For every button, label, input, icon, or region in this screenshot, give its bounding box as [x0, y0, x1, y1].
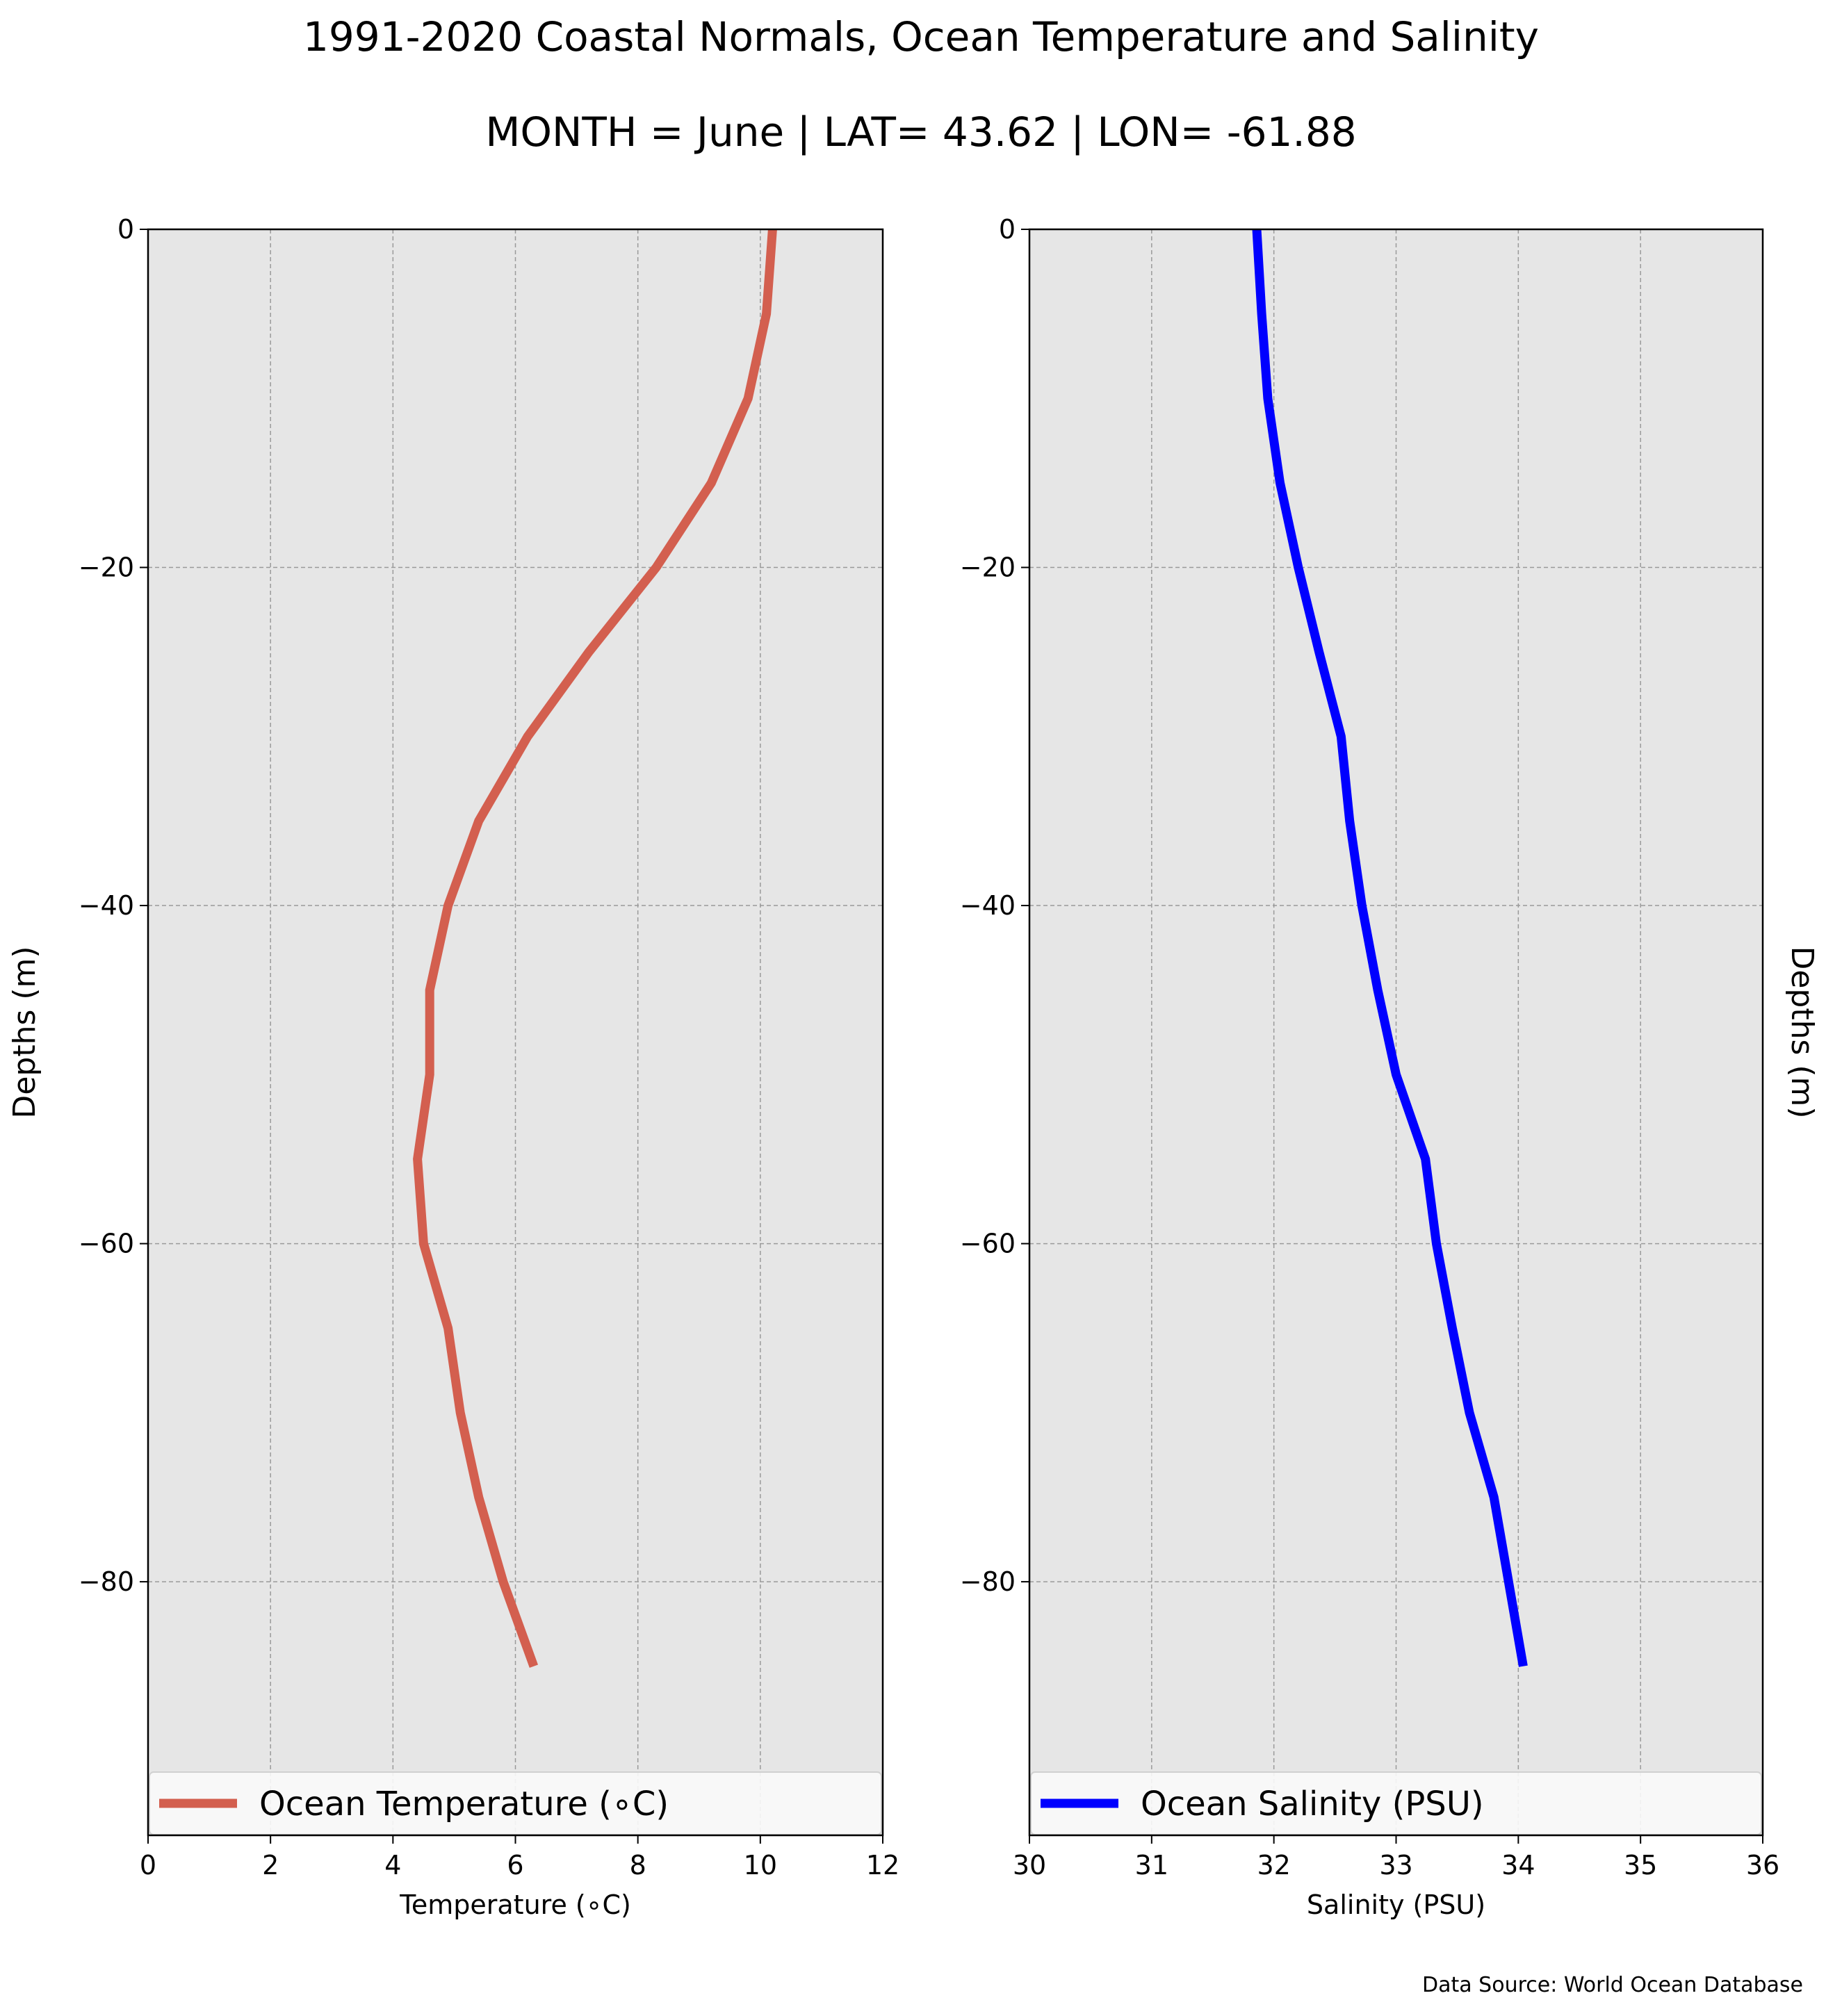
temperature-y-tick-label: 0: [117, 214, 134, 245]
salinity-x-tick-label: 33: [1379, 1850, 1412, 1880]
temperature-x-axis-label: Temperature (∘C): [399, 1890, 631, 1920]
temperature-legend-label: Ocean Temperature (∘C): [259, 1785, 669, 1824]
salinity-x-tick-label: 32: [1257, 1850, 1290, 1880]
temperature-panel: 0 2 4 6 8 10 12 0 −20 −40 −60 −80 Ocean Temperature …: [7, 214, 899, 1920]
salinity-x-tick-label: 31: [1135, 1850, 1168, 1880]
salinity-y-tick-label: −40: [960, 890, 1016, 921]
temperature-y-tick-label: −40: [79, 890, 134, 921]
salinity-axes-frame: [1028, 228, 1764, 1837]
salinity-y-axis-label: Depths (m): [1784, 946, 1820, 1118]
temperature-x-tick-label: 4: [384, 1850, 401, 1880]
temperature-y-tick-label: −80: [79, 1566, 134, 1597]
salinity-x-tick-label: 30: [1013, 1850, 1046, 1880]
temperature-x-tick-label: 6: [507, 1850, 523, 1880]
data-source-note: Data Source: World Ocean Database: [1422, 1973, 1803, 1997]
salinity-y-tick-label: −20: [960, 552, 1016, 583]
salinity-x-tick-label: 35: [1624, 1850, 1657, 1880]
salinity-panel: 30 31 32 33 34 35 36 0 −20 −40 −60 −80 Ocean Salinit…: [960, 214, 1820, 1920]
salinity-x-tick-label: 36: [1746, 1850, 1779, 1880]
temperature-series-line: [413, 229, 777, 1668]
temperature-x-tick-label: 0: [140, 1850, 156, 1880]
figure-subtitle: MONTH = June | LAT= 43.62 | LON= -61.88: [485, 108, 1356, 156]
temperature-y-axis-label: Depths (m): [7, 946, 42, 1118]
temperature-y-tick-label: −20: [79, 552, 134, 583]
salinity-y-tick-label: −60: [960, 1229, 1016, 1259]
temperature-x-tick-label: 10: [744, 1850, 777, 1880]
salinity-x-tick-label: 34: [1501, 1850, 1535, 1880]
figure-title: 1991-2020 Coastal Normals, Ocean Tempera…: [303, 13, 1539, 60]
temperature-x-tick-label: 12: [866, 1850, 899, 1880]
salinity-y-tick-label: 0: [999, 214, 1016, 245]
salinity-y-tick-label: −80: [960, 1566, 1016, 1597]
temperature-axes-frame: [147, 228, 884, 1837]
salinity-series-line: [1252, 229, 1528, 1667]
temperature-x-tick-label: 2: [262, 1850, 279, 1880]
salinity-legend-label: Ocean Salinity (PSU): [1141, 1785, 1484, 1824]
temperature-x-tick-label: 8: [630, 1850, 646, 1880]
temperature-y-tick-label: −60: [79, 1229, 134, 1259]
salinity-x-axis-label: Salinity (PSU): [1307, 1890, 1485, 1920]
